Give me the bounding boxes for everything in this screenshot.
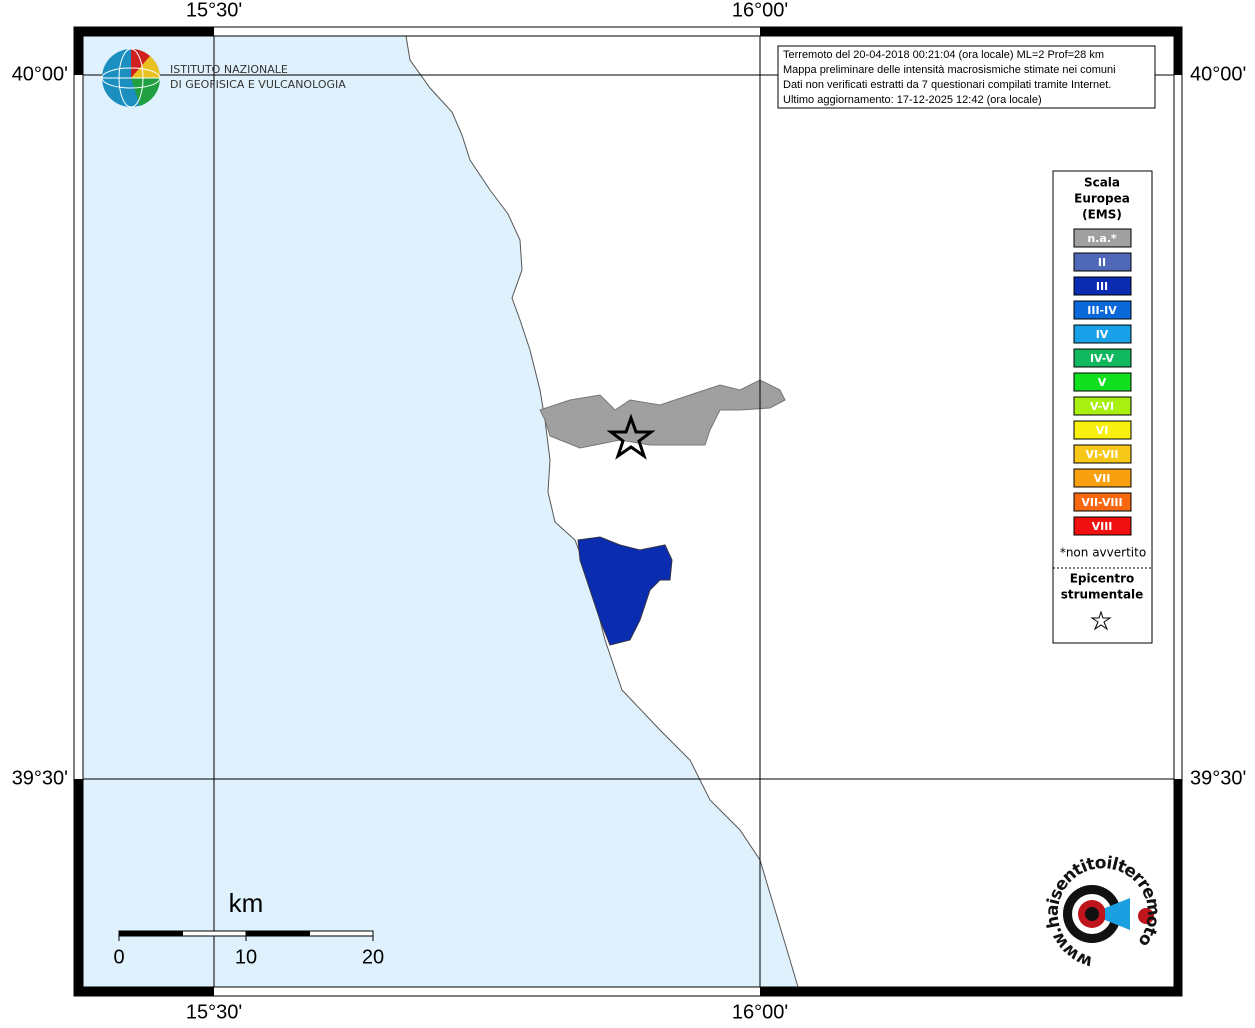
legend-label: n.a.* [1087,232,1117,245]
legend-swatch [1073,444,1132,464]
legend: Scala Europea (EMS) *non avvertito Epice… [1052,170,1153,644]
legend-label: IV [1096,328,1109,341]
info-line: Mappa preliminare delle intensità macros… [783,64,1116,76]
info-line: Ultimo aggiornamento: 17-12-2025 12:42 (… [783,94,1042,106]
legend-label: III-IV [1087,304,1117,317]
legend-swatch [1073,492,1132,512]
legend-title: Scala [1084,176,1120,190]
legend-epicenter: strumentale [1061,588,1144,602]
region-na [539,379,786,449]
legend-swatch [1073,396,1132,416]
scale-segment [309,930,374,937]
ingv-logo: ISTITUTO NAZIONALE DI GEOFISICA E VULCAN… [101,48,346,108]
region-iii [577,536,673,646]
legend-swatch [1073,372,1132,392]
legend-label: VIII [1092,520,1113,533]
info-box: Terremoto del 20-04-2018 00:21:04 (ora l… [777,45,1156,109]
legend-label: VII [1094,472,1111,485]
legend-swatch [1073,252,1132,272]
scale-segment [245,930,310,937]
epicenter-star [606,413,656,460]
legend-label: VI [1096,424,1109,437]
legend-swatch [1073,324,1132,344]
legend-swatch [1073,300,1132,320]
legend-label: III [1096,280,1108,293]
legend-label: VII-VIII [1081,496,1122,509]
sea [82,35,799,988]
legend-label: V-VI [1090,400,1114,413]
scale-segment [182,930,247,937]
legend-swatch [1073,276,1132,296]
scale-bar: km 0 10 20 [113,888,384,968]
lat-label: 40°00' [12,63,68,85]
legend-label: II [1098,256,1106,269]
institute-name: DI GEOFISICA E VULCANOLOGIA [170,78,346,91]
scale-unit: km [229,888,264,918]
legend-swatch [1073,228,1132,248]
legend-swatch [1073,516,1132,536]
legend-epicenter: Epicentro [1070,572,1135,586]
legend-note: *non avvertito [1060,546,1146,560]
lat-label: 40°00' [1190,63,1246,85]
lat-label: 39°30' [1190,767,1246,789]
legend-star [1090,610,1112,631]
institute-name: ISTITUTO NAZIONALE [170,63,288,76]
lon-label: 15°30' [186,1001,242,1023]
lat-label: 39°30' [12,767,68,789]
scale-label: 0 [113,946,124,968]
legend-title: (EMS) [1082,208,1122,222]
lon-label: 15°30' [186,0,242,21]
legend-swatch [1073,468,1132,488]
info-line: Terremoto del 20-04-2018 00:21:04 (ora l… [783,49,1104,61]
legend-label: V [1098,376,1107,389]
scale-segment [118,930,183,937]
lon-label: 16°00' [732,0,788,21]
legend-title: Europea [1074,192,1130,206]
scale-label: 20 [362,946,384,968]
legend-label: IV-V [1090,352,1115,365]
lon-label: 16°00' [732,1001,788,1023]
frame [73,26,1183,997]
legend-swatch [1073,420,1132,440]
scale-label: 10 [235,946,257,968]
info-line: Dati non verificati estratti da 7 questi… [783,79,1111,91]
legend-swatch [1073,348,1132,368]
legend-label: VI-VII [1085,448,1118,461]
